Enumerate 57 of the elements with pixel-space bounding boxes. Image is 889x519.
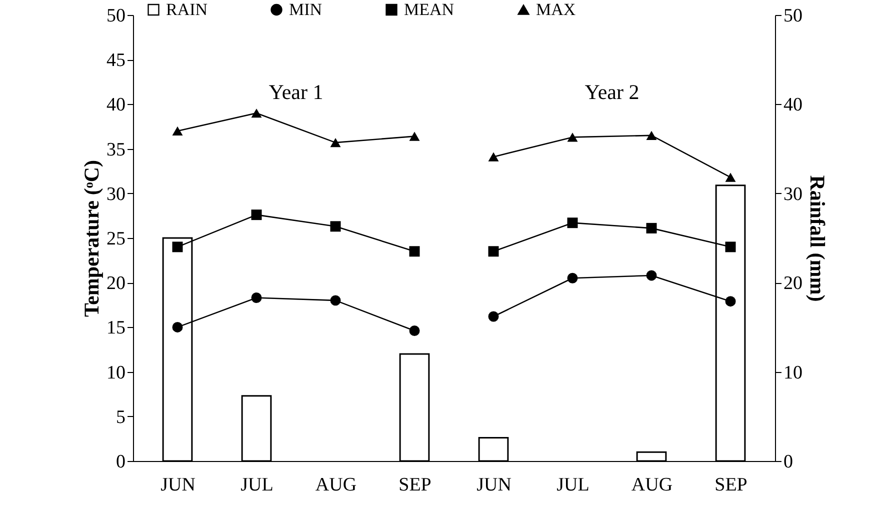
x-tick-label: JUL	[556, 474, 590, 496]
x-tick-label: SEP	[714, 474, 748, 496]
x-tick-label: AUG	[631, 474, 673, 496]
point	[567, 218, 578, 228]
point	[172, 322, 183, 332]
y2-tick-label: 0	[784, 452, 793, 472]
y2-tick-label: 50	[784, 6, 802, 26]
point	[646, 130, 657, 140]
y-tick-label: 5	[116, 406, 126, 428]
point	[488, 311, 499, 322]
point	[567, 272, 578, 284]
y2-axis-title: Rainfall (mm)	[806, 175, 830, 302]
point	[409, 132, 420, 141]
point	[330, 221, 341, 232]
y-tick-label: 15	[106, 318, 126, 339]
legend-label: RAIN	[166, 0, 208, 19]
y-tick-label: 30	[106, 184, 126, 205]
point	[646, 222, 657, 234]
y-tick-label: 25	[106, 228, 126, 250]
y2-tick-label: 20	[784, 273, 802, 294]
point	[172, 242, 183, 252]
y-tick-label: 10	[106, 362, 126, 384]
y-tick-label: 0	[116, 452, 126, 472]
point	[725, 172, 736, 182]
point	[725, 242, 736, 252]
point	[251, 108, 262, 118]
annotation: Year 2	[584, 80, 640, 104]
x-tick-label: SEP	[398, 474, 432, 496]
point	[330, 138, 341, 148]
legend-label: MEAN	[404, 0, 454, 19]
y-tick-label: 50	[106, 6, 126, 26]
y2-tick-label: 40	[784, 94, 802, 116]
y-tick-label: 40	[106, 94, 126, 116]
point	[251, 292, 262, 303]
y2-tick-label: 30	[784, 184, 802, 205]
point	[251, 210, 262, 220]
point	[172, 126, 183, 136]
y-axis-title: Temperature (ᵒC)	[80, 160, 104, 318]
point	[646, 270, 657, 281]
y-tick-label: 35	[106, 139, 126, 160]
x-tick-label: JUN	[160, 474, 196, 496]
point	[330, 295, 341, 306]
x-tick-label: JUL	[240, 474, 274, 496]
point	[725, 296, 736, 307]
x-tick-label: AUG	[315, 474, 357, 496]
point	[409, 246, 420, 257]
annotation: Year 1	[268, 80, 324, 104]
point	[488, 152, 499, 162]
y-tick-label: 20	[106, 273, 126, 294]
legend-label: MAX	[536, 0, 576, 19]
y2-tick-label: 10	[784, 362, 802, 384]
point	[567, 132, 578, 142]
x-tick-label: JUN	[476, 474, 512, 496]
legend-label: MIN	[289, 0, 322, 19]
point	[409, 326, 420, 336]
point	[488, 246, 499, 257]
y-tick-label: 45	[106, 50, 126, 72]
